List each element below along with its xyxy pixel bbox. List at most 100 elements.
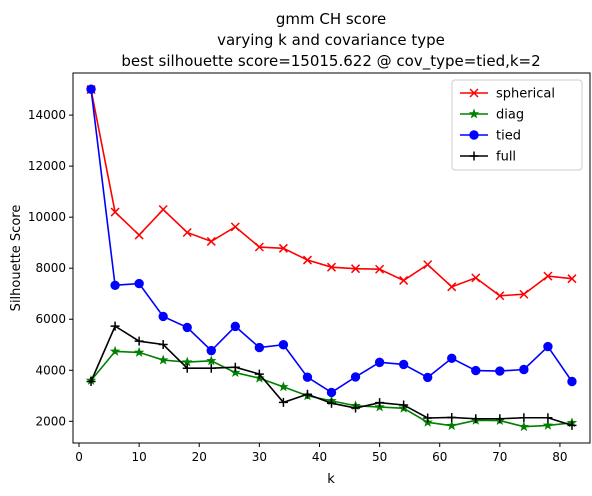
data-point-tied: [326, 387, 337, 398]
x-tick-label: 20: [192, 450, 207, 464]
legend-label: tied: [496, 129, 521, 144]
x-tick-label: 60: [432, 450, 447, 464]
title-line-3: best silhouette score=15015.622 @ cov_ty…: [121, 52, 540, 71]
data-point-diag: [446, 420, 457, 431]
data-point-full: [182, 363, 192, 373]
data-point-spherical: [182, 227, 192, 238]
data-point-diag: [133, 346, 145, 357]
data-point-tied: [302, 372, 313, 382]
y-tick-label: 12000: [28, 159, 66, 173]
data-point-tied: [254, 342, 265, 353]
legend-item-tied: tied: [460, 129, 521, 144]
data-point-spherical: [375, 264, 385, 274]
data-point-tied: [230, 321, 241, 332]
series-tied: [86, 84, 577, 398]
data-point-spherical: [326, 262, 337, 272]
data-point-spherical: [134, 230, 144, 240]
data-point-diag: [518, 421, 530, 432]
data-point-full: [567, 420, 577, 430]
data-point-full: [110, 321, 120, 331]
data-point-full: [399, 400, 409, 410]
legend-box: [451, 79, 583, 171]
data-point-spherical: [519, 289, 529, 299]
data-point-full: [206, 363, 216, 373]
title-line-1: gmm CH score: [276, 10, 386, 28]
data-point-spherical: [399, 275, 409, 285]
data-point-diag: [157, 354, 169, 365]
data-point-full: [327, 398, 336, 408]
data-point-spherical: [278, 243, 288, 253]
x-tick-label: 40: [312, 450, 327, 464]
data-point-full: [495, 414, 505, 424]
data-point-full: [375, 398, 385, 408]
data-point-tied: [206, 345, 216, 356]
data-point-spherical: [206, 236, 216, 246]
data-point-tied: [110, 280, 120, 291]
data-point-spherical: [567, 274, 577, 284]
data-point-full: [134, 336, 144, 346]
data-point-tied: [398, 359, 409, 370]
legend-item-full: full: [460, 150, 516, 165]
y-tick-label: 14000: [28, 108, 66, 122]
axes-frame: [72, 72, 591, 444]
y-tick-label: 2000: [35, 414, 66, 428]
y-tick-label: 4000: [35, 363, 66, 377]
data-point-tied: [519, 364, 529, 375]
x-tick-label: 10: [131, 450, 146, 464]
series-full: [86, 321, 577, 430]
data-point-tied: [543, 341, 553, 352]
x-tick-label: 80: [552, 450, 567, 464]
data-point-tied: [471, 365, 481, 376]
x-axis-label: k: [327, 472, 335, 487]
data-point-full: [278, 397, 288, 407]
data-point-tied: [495, 366, 505, 376]
data-point-full: [543, 413, 553, 423]
y-tick-label: 10000: [28, 210, 66, 224]
data-point-diag: [542, 419, 554, 430]
data-point-diag: [206, 355, 217, 366]
data-point-tied: [182, 322, 192, 333]
data-point-full: [158, 340, 168, 350]
data-point-spherical: [158, 204, 168, 215]
data-point-tied: [86, 84, 96, 94]
legend-item-diag: diag: [460, 108, 524, 123]
y-tick-label: 8000: [35, 261, 66, 275]
legend-marker-spherical: [469, 88, 479, 98]
data-point-spherical: [254, 242, 264, 252]
data-point-tied: [567, 376, 577, 387]
data-point-full: [423, 413, 433, 423]
y-tick-label: 6000: [35, 312, 66, 326]
data-point-tied: [134, 278, 144, 289]
chart-title: gmm CH score varying k and covariance ty…: [121, 10, 540, 71]
title-line-2: varying k and covariance type: [217, 31, 445, 49]
data-point-tied: [278, 340, 289, 350]
data-point-full: [302, 389, 312, 399]
data-point-full: [254, 369, 264, 379]
x-tick-label: 50: [372, 450, 387, 464]
data-point-full: [471, 414, 481, 424]
x-axis: 0 10 20 30 40 50 60 70 80: [75, 443, 568, 464]
data-point-full: [351, 403, 361, 413]
data-point-spherical: [351, 264, 361, 274]
data-point-full: [230, 362, 240, 372]
series-layer: [85, 84, 578, 432]
legend-label: spherical: [496, 87, 555, 102]
data-point-tied: [374, 357, 385, 368]
data-point-diag: [109, 345, 121, 356]
legend-marker-tied: [469, 130, 479, 140]
data-point-tied: [447, 353, 457, 363]
data-point-full: [519, 413, 529, 423]
data-point-spherical: [447, 282, 457, 292]
legend: spherical diag tied full: [451, 79, 583, 171]
data-point-full: [447, 412, 457, 422]
data-point-spherical: [230, 222, 240, 232]
legend-label: full: [496, 150, 516, 165]
data-point-spherical: [110, 207, 120, 217]
data-point-spherical: [543, 271, 553, 281]
legend-item-spherical: spherical: [460, 87, 555, 102]
series-spherical: [86, 85, 577, 301]
x-tick-label: 70: [492, 450, 507, 464]
data-point-spherical: [423, 260, 433, 270]
data-point-spherical: [495, 291, 505, 301]
legend-marker-diag: [468, 108, 480, 119]
